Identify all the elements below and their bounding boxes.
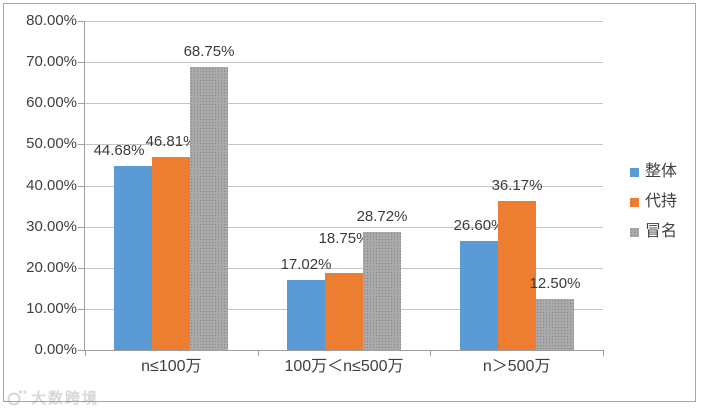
legend-swatch-icon xyxy=(630,227,639,237)
y-axis-tick-label: 40.00% xyxy=(26,177,77,194)
data-label: 44.68% xyxy=(93,142,145,159)
legend-label: 代持 xyxy=(645,193,678,210)
bar-代持-1 xyxy=(325,273,363,350)
y-axis-tick-label: 30.00% xyxy=(26,218,77,235)
data-label: 17.02% xyxy=(280,256,332,273)
y-axis-tick xyxy=(78,350,85,351)
x-axis-tick xyxy=(603,350,604,356)
x-axis-line xyxy=(84,350,603,351)
y-axis-tick-label: 70.00% xyxy=(26,53,77,70)
legend-swatch-icon xyxy=(630,167,639,177)
data-label: 68.75% xyxy=(183,43,235,60)
bar-代持-0 xyxy=(152,157,190,350)
data-label: 26.60% xyxy=(453,217,505,234)
bar-整体-1 xyxy=(287,280,325,350)
y-axis-tick xyxy=(78,21,85,22)
watermark-text: 大数跨境 xyxy=(31,390,100,407)
bar-整体-2 xyxy=(460,241,498,350)
gridline xyxy=(85,144,603,145)
legend-label: 整体 xyxy=(645,163,678,180)
data-label: 28.72% xyxy=(356,208,408,225)
y-axis-tick-label: 60.00% xyxy=(26,94,77,111)
legend-item-整体: 整体 xyxy=(630,164,677,180)
bar-整体-0 xyxy=(114,166,152,350)
x-axis-category-label: 100万＜n≤500万 xyxy=(284,358,404,375)
x-axis-tick xyxy=(258,350,259,356)
data-label: 12.50% xyxy=(529,275,581,292)
y-axis-tick xyxy=(78,144,85,145)
x-axis-category-label: n≤100万 xyxy=(141,358,202,375)
y-axis-tick xyxy=(78,186,85,187)
watermark-logo-icon xyxy=(6,389,28,406)
legend-item-冒名: 冒名 xyxy=(630,224,677,240)
gridline xyxy=(85,186,603,187)
bar-冒名-1 xyxy=(363,232,401,350)
x-axis-category-label: n＞500万 xyxy=(482,358,551,375)
y-axis-tick xyxy=(78,309,85,310)
bar-冒名-0 xyxy=(190,67,228,350)
legend-swatch-icon xyxy=(630,197,639,207)
y-axis-tick-label: 20.00% xyxy=(26,259,77,276)
legend: 整体 代持 冒名 xyxy=(630,164,677,254)
gridline xyxy=(85,62,603,63)
data-label: 18.75% xyxy=(318,230,370,247)
data-label: 46.81% xyxy=(145,133,197,150)
data-label: 36.17% xyxy=(491,177,543,194)
x-axis-tick xyxy=(430,350,431,356)
y-axis-tick-label: 50.00% xyxy=(26,135,77,152)
y-axis-line xyxy=(84,21,85,350)
y-axis-tick xyxy=(78,62,85,63)
gridline xyxy=(85,268,603,269)
bar-代持-2 xyxy=(498,201,536,350)
y-axis-tick xyxy=(78,103,85,104)
x-axis-tick xyxy=(85,350,86,356)
y-axis-tick xyxy=(78,268,85,269)
legend-label: 冒名 xyxy=(645,223,678,240)
chart-frame xyxy=(3,3,696,402)
gridline xyxy=(85,21,603,22)
watermark: 大数跨境 xyxy=(6,387,99,408)
legend-item-代持: 代持 xyxy=(630,194,677,210)
gridline xyxy=(85,103,603,104)
y-axis-tick-label: 10.00% xyxy=(26,300,77,317)
y-axis-tick-label: 80.00% xyxy=(26,12,77,29)
y-axis-tick xyxy=(78,227,85,228)
bar-冒名-2 xyxy=(536,299,574,350)
gridline xyxy=(85,227,603,228)
y-axis-tick-label: 0.00% xyxy=(34,341,77,358)
